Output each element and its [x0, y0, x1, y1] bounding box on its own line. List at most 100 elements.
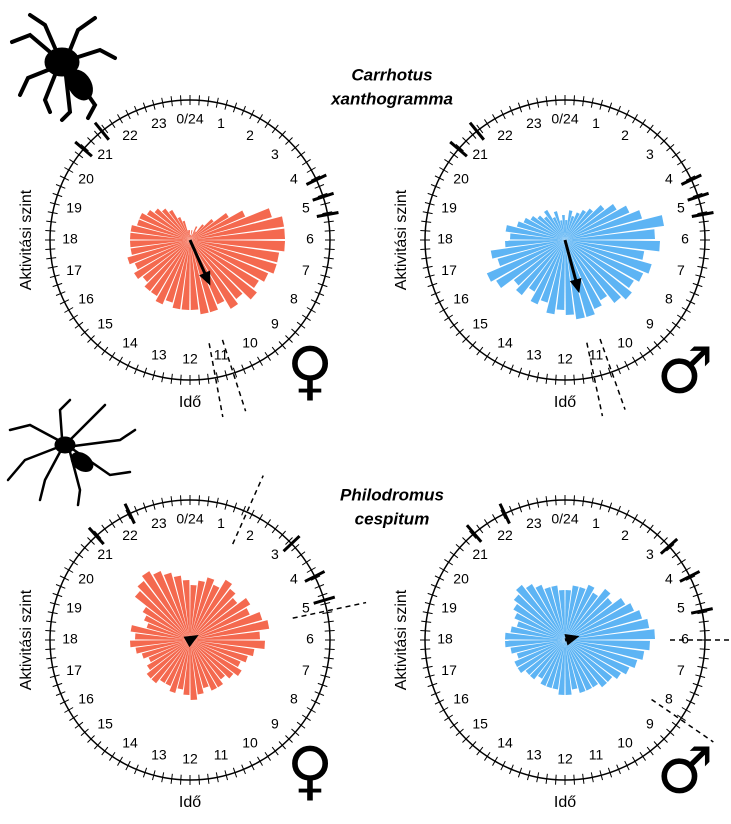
- hour-label: 9: [271, 716, 279, 732]
- hour-label: 8: [665, 291, 673, 307]
- hour-label: 3: [646, 546, 654, 562]
- y-axis-label: Aktivitási szint: [393, 189, 410, 290]
- minor-tick: [102, 747, 108, 755]
- sex-symbol: ♀: [287, 335, 334, 409]
- minor-tick: [647, 525, 653, 533]
- minor-tick: [421, 658, 431, 659]
- spider-icon: [12, 15, 115, 120]
- hour-label: 22: [122, 527, 138, 543]
- hour-label: 22: [497, 127, 513, 143]
- hour-label: 4: [665, 171, 673, 187]
- minor-tick: [672, 552, 680, 558]
- hour-label: 21: [472, 546, 488, 562]
- minor-tick: [672, 322, 680, 328]
- minor-tick: [45, 631, 55, 632]
- minor-tick: [677, 159, 685, 165]
- minor-tick: [109, 119, 115, 127]
- minor-tick: [75, 152, 83, 158]
- minor-tick: [421, 221, 431, 222]
- hour-label: 10: [242, 735, 258, 751]
- hour-label: 21: [472, 146, 488, 162]
- hour-label: 5: [302, 200, 310, 216]
- minor-tick: [265, 352, 271, 360]
- minor-tick: [700, 231, 710, 232]
- hour-label: 6: [681, 231, 689, 247]
- minor-tick: [324, 621, 334, 622]
- hour-label: 12: [557, 751, 573, 767]
- minor-tick: [633, 757, 638, 766]
- minor-tick: [633, 357, 638, 366]
- minor-tick: [450, 322, 458, 328]
- hour-label: 22: [122, 127, 138, 143]
- minor-tick: [647, 125, 653, 133]
- hour-label: 4: [290, 171, 298, 187]
- minor-tick: [640, 119, 646, 127]
- hour-label: 15: [97, 316, 113, 332]
- hour-label: 18: [437, 231, 453, 247]
- minor-tick: [325, 231, 335, 232]
- hour-label: 22: [497, 527, 513, 543]
- hour-label: 0/24: [551, 511, 578, 527]
- minor-tick: [640, 352, 646, 360]
- minor-tick: [46, 221, 56, 222]
- hour-label: 18: [437, 631, 453, 647]
- hour-label: 13: [526, 347, 542, 363]
- x-axis-label: Idő: [554, 394, 576, 411]
- hour-label: 14: [122, 735, 138, 751]
- hour-label: 14: [122, 335, 138, 351]
- hour-label: 20: [453, 171, 469, 187]
- twilight-tick: [306, 175, 326, 184]
- minor-tick: [682, 568, 691, 573]
- hour-label: 9: [646, 716, 654, 732]
- minor-tick: [677, 315, 685, 321]
- minor-tick: [307, 168, 316, 173]
- sex-symbol: ♂: [656, 735, 713, 809]
- minor-tick: [477, 347, 483, 355]
- hour-label: 23: [526, 115, 542, 131]
- hour-label: 17: [66, 262, 82, 278]
- hour-label: 19: [66, 600, 82, 616]
- hour-label: 7: [677, 262, 685, 278]
- minor-tick: [258, 114, 263, 123]
- hour-label: 14: [497, 335, 513, 351]
- sex-symbol: ♂: [656, 335, 713, 409]
- minor-tick: [324, 258, 334, 259]
- hour-label: 1: [217, 115, 225, 131]
- hour-label: 21: [97, 546, 113, 562]
- hour-label: 6: [306, 631, 314, 647]
- hour-label: 17: [66, 662, 82, 678]
- minor-tick: [647, 747, 653, 755]
- minor-tick: [258, 357, 263, 366]
- hour-label: 20: [453, 571, 469, 587]
- minor-tick: [484, 119, 490, 127]
- twilight-tick: [680, 571, 700, 581]
- hour-label: 19: [66, 200, 82, 216]
- minor-tick: [556, 775, 557, 785]
- minor-tick: [199, 775, 200, 785]
- minor-tick: [181, 775, 182, 785]
- hour-label: 16: [78, 691, 94, 707]
- minor-tick: [297, 152, 305, 158]
- hour-label: 14: [497, 735, 513, 751]
- hour-label: 15: [97, 716, 113, 732]
- minor-tick: [208, 96, 209, 106]
- hour-label: 13: [151, 747, 167, 763]
- hour-label: 6: [306, 231, 314, 247]
- minor-tick: [556, 495, 557, 505]
- minor-tick: [546, 96, 547, 106]
- minor-tick: [109, 519, 115, 527]
- minor-tick: [171, 96, 172, 106]
- minor-tick: [69, 159, 77, 165]
- minor-tick: [420, 631, 430, 632]
- minor-tick: [633, 114, 638, 123]
- minor-tick: [102, 525, 108, 533]
- hour-label: 2: [246, 127, 254, 143]
- twilight-tick: [317, 212, 339, 216]
- minor-tick: [302, 159, 310, 165]
- hour-label: 11: [589, 747, 604, 763]
- minor-tick: [546, 496, 547, 506]
- minor-tick: [640, 752, 646, 760]
- hour-label: 15: [472, 316, 488, 332]
- minor-tick: [699, 621, 709, 622]
- minor-tick: [102, 347, 108, 355]
